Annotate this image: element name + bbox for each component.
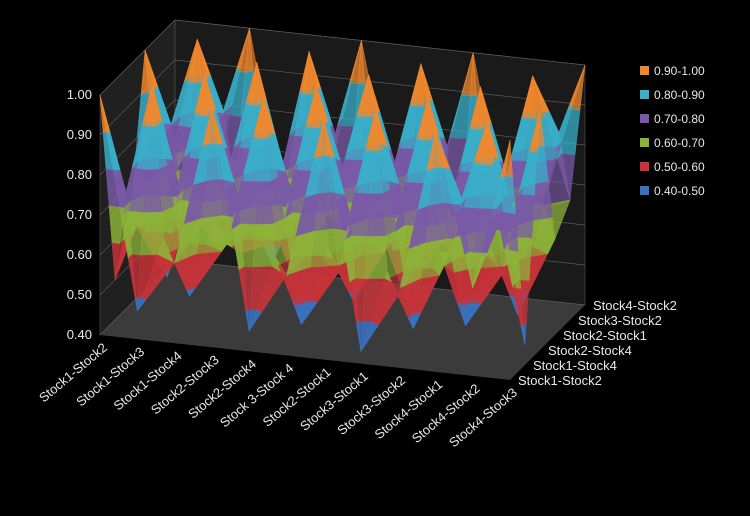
- surface-facet-band-5: [407, 314, 416, 330]
- legend-swatch: [640, 66, 649, 75]
- gridline: [99, 59, 586, 136]
- y-axis: Stock1-Stock2Stock1-Stock4Stock2-Stock4S…: [518, 298, 677, 388]
- surface-facet-band-4: [337, 265, 341, 273]
- floor: [100, 260, 585, 380]
- surface-facet-band-3: [252, 223, 276, 268]
- surface-facet-band-5: [360, 321, 371, 352]
- legend-label: 0.90-1.00: [654, 64, 705, 78]
- surface-facet-band-3: [365, 235, 388, 280]
- z-tick-label: 0.90: [67, 127, 92, 142]
- surface-facet-band-5: [137, 297, 143, 312]
- surface-facet-band-4: [501, 266, 505, 274]
- surface-facet-band-3: [472, 252, 488, 288]
- legend: 0.90-1.00 0.80-0.90 0.70-0.80 0.60-0.70 0.50…: [640, 64, 705, 198]
- surface-facet-band-5: [461, 304, 469, 326]
- y-tick-label: Stock2-Stock4: [548, 343, 632, 358]
- legend-swatch: [640, 114, 649, 123]
- surface-facet-band-5: [520, 323, 526, 346]
- surface-facet-band-3: [140, 211, 164, 256]
- z-tick-label: 0.50: [67, 287, 92, 302]
- legend-label: 0.60-0.70: [654, 136, 705, 150]
- legend-swatch: [640, 90, 649, 99]
- surface-facet-band-2: [255, 181, 274, 225]
- y-tick-label: Stock1-Stock4: [533, 358, 617, 373]
- y-tick-label: Stock3-Stock2: [578, 313, 662, 328]
- legend-label: 0.50-0.60: [654, 160, 705, 174]
- z-tick-label: 1.00: [67, 87, 92, 102]
- legend-swatch: [640, 138, 649, 147]
- legend-label: 0.70-0.80: [654, 112, 705, 126]
- surface-facet-band-2: [367, 193, 385, 237]
- legend-label: 0.80-0.90: [654, 88, 705, 102]
- legend-swatch: [640, 162, 649, 171]
- surface-facet-band-5: [186, 288, 191, 297]
- y-tick-label: Stock2-Stock1: [563, 328, 647, 343]
- surface-facet-band-3: [223, 215, 234, 245]
- surface-facet-band-4: [111, 242, 120, 281]
- gridline: [99, 99, 586, 176]
- y-tick-label: Stock4-Stock2: [593, 298, 677, 313]
- surface-facet-band-5: [248, 309, 257, 332]
- surface-facet-band-2: [475, 208, 500, 254]
- surface-facet-band-2: [562, 153, 576, 201]
- y-tick-label: Stock1-Stock2: [518, 373, 602, 388]
- surface-plot: [99, 28, 586, 352]
- surface-facet-band-3: [448, 238, 454, 253]
- z-tick-label: 0.70: [67, 207, 92, 222]
- surface-facet-band-2: [143, 169, 162, 213]
- z-tick-label: 0.40: [67, 327, 92, 342]
- legend-swatch: [640, 186, 649, 195]
- gridline: [99, 19, 586, 96]
- z-tick-label: 0.80: [67, 167, 92, 182]
- z-axis: 0.40 0.50 0.60 0.70 0.80 0.90 1.00: [67, 87, 92, 342]
- surface-facet-band-5: [295, 302, 305, 325]
- z-tick-label: 0.60: [67, 247, 92, 262]
- legend-label: 0.40-0.50: [654, 184, 705, 198]
